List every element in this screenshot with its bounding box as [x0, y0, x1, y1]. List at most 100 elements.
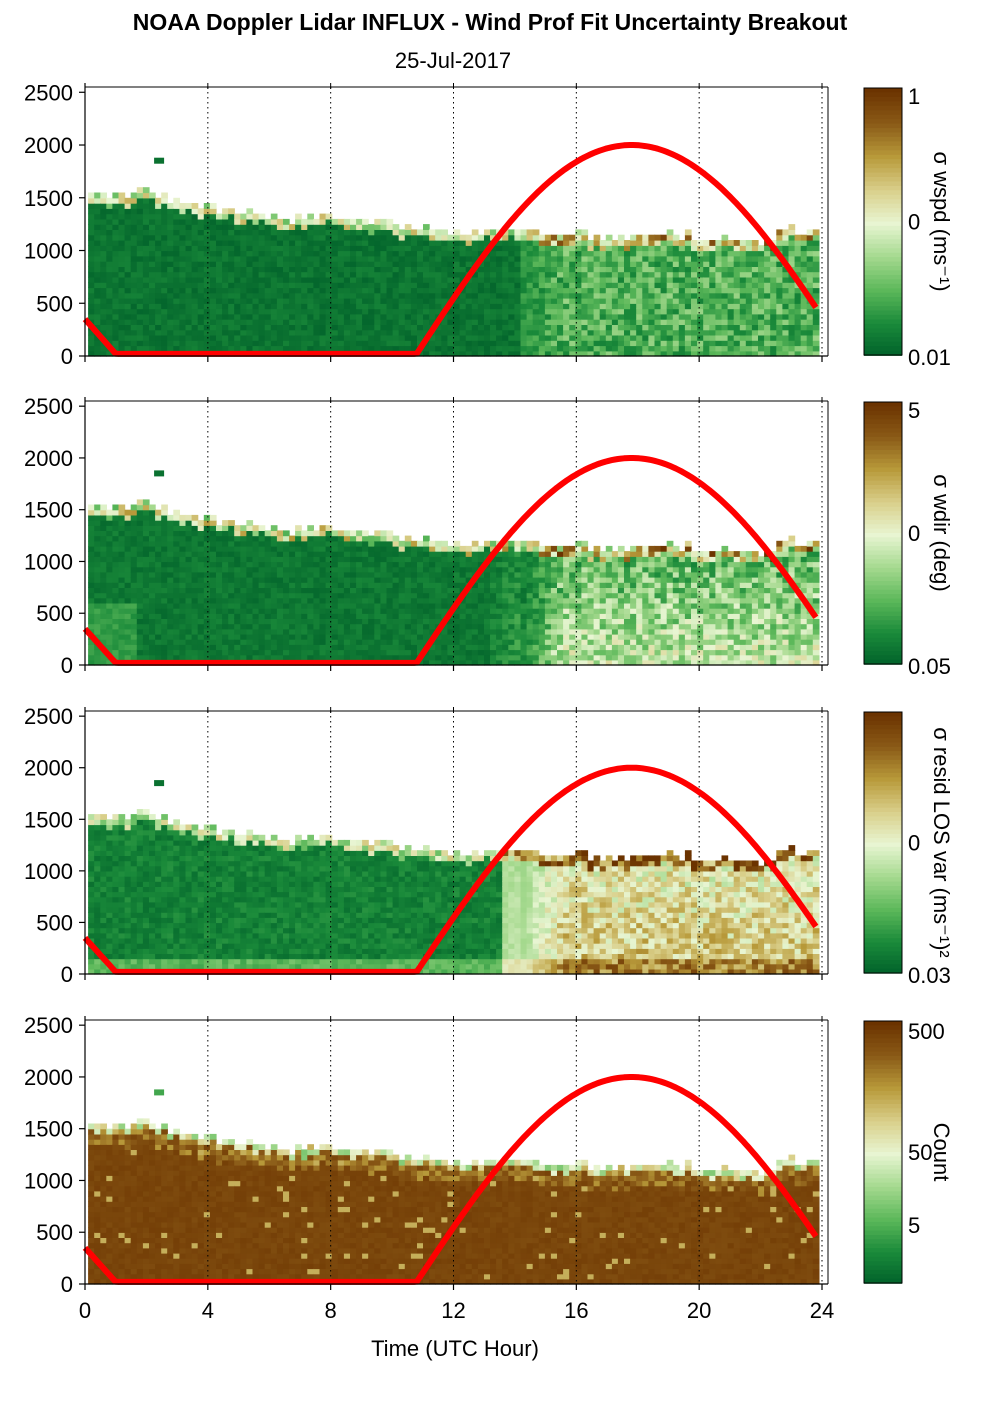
heatmap-cell — [697, 240, 704, 246]
heatmap-cell — [782, 298, 790, 304]
heatmap-cell — [124, 577, 132, 583]
heatmap-cell — [453, 271, 461, 278]
heatmap-cell — [429, 345, 436, 352]
heatmap-cell — [532, 276, 540, 283]
heatmap-cell — [197, 271, 205, 278]
heatmap-cell — [264, 218, 272, 225]
heatmap-cell — [276, 319, 284, 325]
heatmap-cell — [130, 334, 138, 341]
heatmap-cell — [289, 535, 296, 542]
heatmap-cell — [209, 592, 217, 599]
heatmap-cell — [106, 535, 113, 542]
heatmap-cell — [325, 649, 333, 656]
heatmap-cell — [417, 303, 424, 310]
heatmap-cell — [496, 313, 503, 320]
heatmap-cell — [209, 566, 217, 573]
heatmap-cell — [228, 597, 235, 604]
heatmap-cell — [550, 324, 558, 331]
heatmap-cell — [392, 535, 400, 542]
heatmap-cell — [94, 613, 101, 619]
heatmap-cell — [404, 345, 412, 352]
heatmap-cell — [374, 556, 381, 563]
colorbar-swatch — [864, 150, 902, 156]
heatmap-cell — [313, 345, 321, 352]
heatmap-cell — [283, 556, 290, 563]
colorbar-swatch — [864, 341, 902, 347]
heatmap-cell — [502, 597, 509, 604]
heatmap-cell — [423, 319, 430, 325]
heatmap-cell — [295, 224, 302, 230]
heatmap-cell — [155, 602, 162, 609]
heatmap-cell — [307, 628, 314, 635]
heatmap-cell — [508, 659, 515, 666]
colorbar-swatch — [864, 181, 902, 187]
heatmap-cell — [392, 298, 400, 304]
heatmap-cell — [404, 649, 412, 656]
heatmap-cell — [477, 292, 485, 299]
heatmap-cell — [788, 276, 796, 283]
heatmap-cell — [88, 592, 95, 599]
heatmap-cell — [307, 287, 314, 294]
heatmap-cell — [417, 245, 424, 252]
heatmap-cell — [264, 313, 272, 320]
heatmap-cell — [770, 340, 777, 347]
heatmap-cell — [149, 313, 156, 320]
heatmap-cell — [410, 561, 418, 568]
heatmap-cell — [100, 592, 107, 599]
heatmap-cell — [459, 582, 467, 588]
heatmap-cell — [319, 644, 327, 651]
heatmap-cell — [526, 319, 534, 325]
heatmap-cell — [307, 250, 314, 257]
heatmap-cell — [410, 608, 418, 614]
heatmap-cell — [234, 618, 241, 625]
heatmap-cell — [624, 313, 631, 320]
heatmap-cell — [319, 571, 327, 578]
heatmap-cell — [264, 530, 272, 537]
heatmap-cell — [337, 303, 345, 310]
heatmap-cell — [179, 298, 187, 304]
heatmap-cell — [325, 525, 333, 531]
heatmap-cell — [758, 313, 765, 320]
heatmap-cell — [295, 633, 302, 640]
heatmap-cell — [538, 271, 546, 278]
heatmap-cell — [386, 287, 394, 294]
heatmap-cell — [112, 213, 120, 220]
heatmap-cell — [465, 292, 473, 299]
heatmap-cell — [124, 319, 132, 325]
heatmap-cell — [88, 551, 95, 557]
heatmap-cell — [611, 276, 619, 283]
heatmap-cell — [745, 345, 753, 352]
heatmap-cell — [684, 313, 692, 320]
heatmap-cell — [258, 649, 266, 656]
heatmap-cell — [136, 324, 144, 331]
heatmap-cell — [185, 551, 193, 557]
heatmap-cell — [179, 628, 187, 635]
heatmap-cell — [684, 245, 692, 252]
colorbar-swatch — [864, 252, 902, 258]
heatmap-cell — [216, 324, 223, 331]
heatmap-cell — [167, 324, 174, 331]
colorbar-swatch — [864, 96, 902, 103]
heatmap-cell — [100, 509, 107, 516]
heatmap-cell — [307, 308, 314, 315]
heatmap-cell — [118, 520, 126, 526]
heatmap-cell — [88, 266, 95, 273]
heatmap-cell — [477, 602, 485, 609]
heatmap-cell — [502, 644, 509, 651]
heatmap-cell — [374, 224, 381, 230]
heatmap-cell — [404, 551, 412, 557]
colorbar-swatch — [864, 185, 902, 192]
heatmap-cell — [222, 255, 229, 262]
heatmap-cell — [794, 350, 802, 357]
heatmap-cell — [246, 592, 254, 599]
heatmap-cell — [362, 218, 369, 225]
heatmap-cell — [136, 313, 144, 320]
heatmap-cell — [484, 287, 491, 294]
heatmap-cell — [185, 213, 193, 220]
heatmap-cell — [112, 303, 120, 310]
heatmap-cell — [605, 334, 613, 341]
heatmap-cell — [179, 213, 187, 220]
heatmap-cell — [289, 329, 296, 336]
heatmap-cell — [703, 303, 710, 310]
heatmap-cell — [252, 639, 260, 645]
